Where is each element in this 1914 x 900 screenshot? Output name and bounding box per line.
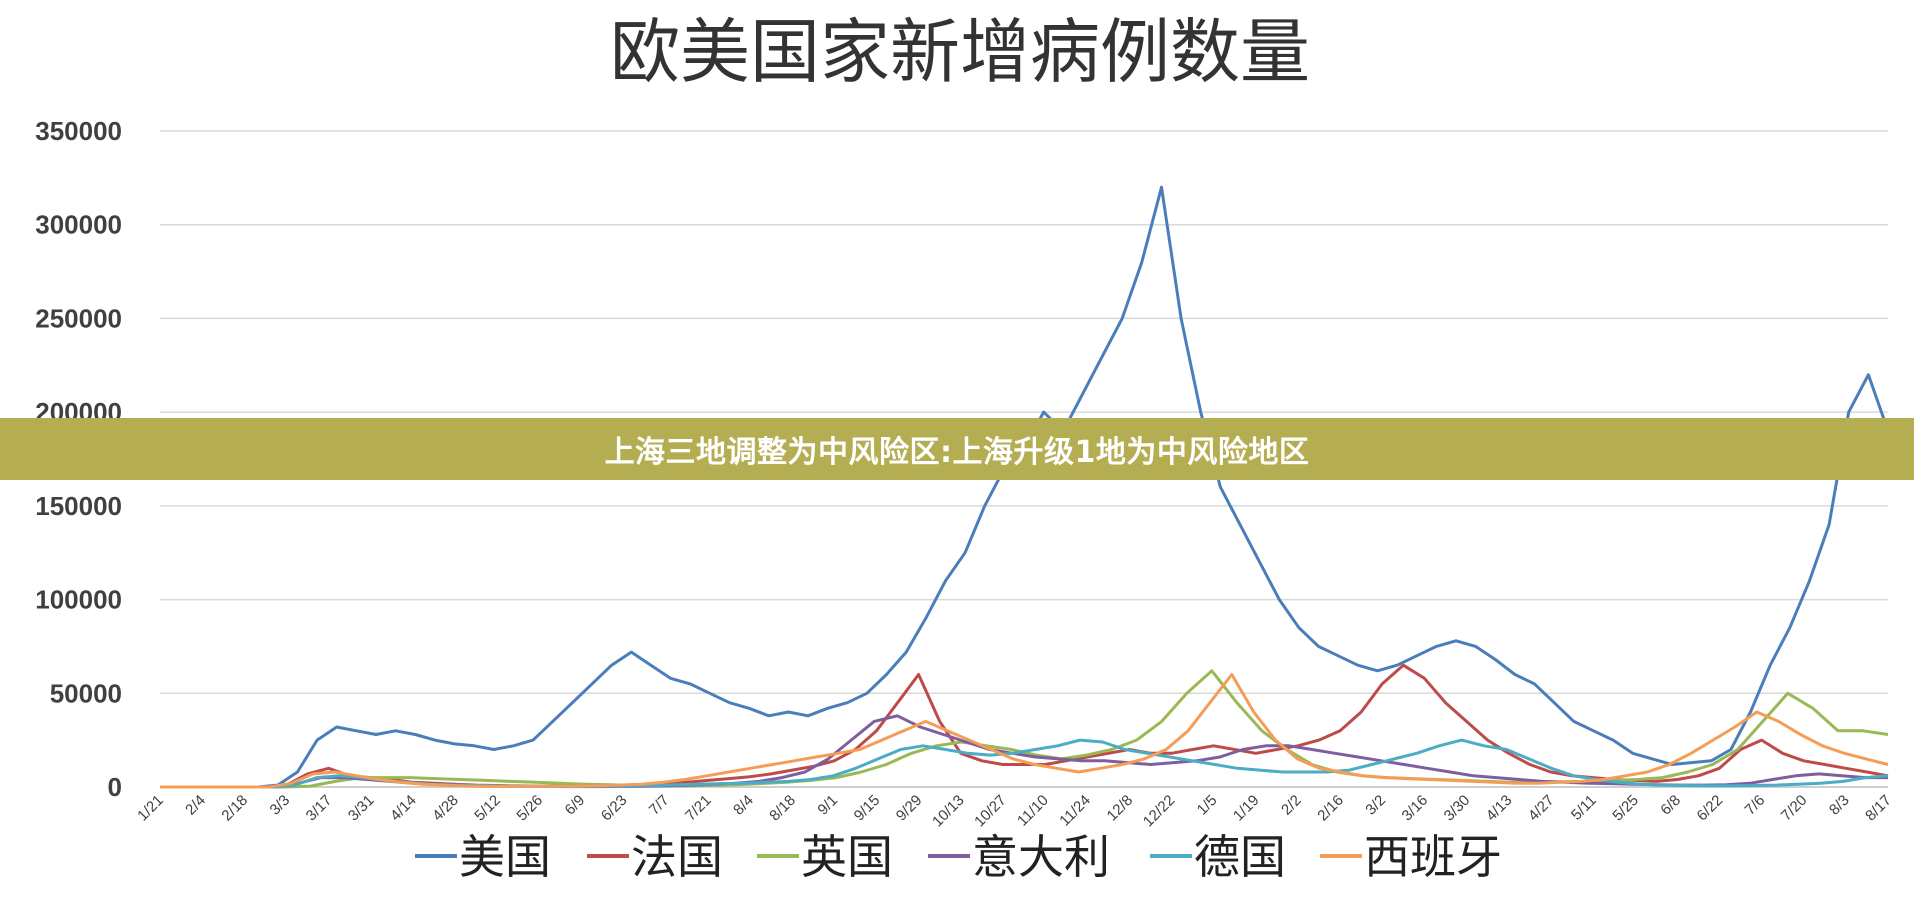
x-tick-label: 1/5 [1194, 792, 1221, 819]
x-tick-label: 1/19 [1230, 792, 1263, 825]
series-lines [160, 185, 1890, 789]
x-tick-label: 7/21 [682, 792, 715, 825]
x-tick-label: 5/12 [471, 792, 504, 825]
series-line-5 [160, 673, 1889, 789]
x-tick-label: 3/3 [266, 792, 293, 819]
y-tick-label: 150000 [35, 491, 122, 521]
x-tick-label: 8/4 [730, 792, 757, 819]
x-tick-label: 6/23 [598, 792, 631, 825]
x-tick-label: 5/11 [1568, 792, 1600, 824]
x-tick-label: 10/13 [929, 792, 968, 831]
x-tick-label: 9/15 [851, 792, 884, 825]
x-tick-label: 3/2 [1362, 792, 1389, 819]
x-tick-label: 7/7 [646, 792, 673, 819]
x-tick-label: 4/14 [387, 792, 420, 825]
x-tick-label: 4/13 [1483, 792, 1516, 825]
series-line-2 [160, 669, 1889, 789]
x-tick-label: 2/4 [182, 792, 209, 819]
y-tick-label: 50000 [50, 678, 122, 708]
x-tick-label: 11/10 [1014, 792, 1052, 830]
x-tick-label: 5/26 [513, 792, 546, 825]
x-axis-ticks: 1/21 2/4 2/18 3/3 3/17 3/31 4/14 4/28 5/12 5/26 6/… [134, 792, 1895, 831]
x-tick-label: 2/18 [218, 792, 251, 825]
x-tick-label: 9/1 [814, 792, 841, 819]
x-tick-label: 5/25 [1609, 792, 1642, 825]
x-tick-label: 2/16 [1314, 792, 1347, 825]
x-tick-label: 3/16 [1399, 792, 1432, 825]
x-tick-label: 4/28 [429, 792, 462, 825]
gridlines [160, 130, 1888, 788]
x-tick-label: 6/22 [1694, 792, 1727, 825]
headline-banner: 上海三地调整为中风险区:上海升级1地为中风险地区 [0, 418, 1914, 480]
legend-label: 西班牙 [1364, 830, 1502, 884]
x-tick-label: 7/6 [1742, 792, 1769, 819]
x-tick-label: 10/27 [971, 792, 1010, 831]
y-tick-label: 0 [108, 772, 122, 802]
legend-label: 英国 [801, 830, 893, 884]
x-tick-label: 6/9 [562, 792, 589, 819]
x-tick-label: 8/3 [1826, 792, 1853, 819]
y-tick-label: 300000 [35, 210, 122, 240]
x-tick-label: 4/27 [1525, 792, 1558, 825]
y-tick-label: 250000 [35, 303, 122, 333]
x-tick-label: 8/18 [766, 792, 799, 825]
x-tick-label: 12/22 [1140, 792, 1179, 831]
banner-text: 上海三地调整为中风险区:上海升级1地为中风险地区 [604, 435, 1310, 470]
y-tick-label: 350000 [35, 116, 122, 146]
legend-label: 意大利 [972, 830, 1110, 884]
x-tick-label: 3/31 [345, 792, 378, 825]
x-tick-label: 9/29 [893, 792, 926, 825]
x-tick-label: 3/30 [1441, 792, 1474, 825]
chart-title: 欧美国家新增病例数量 [610, 11, 1310, 93]
x-tick-label: 1/21 [134, 792, 167, 825]
x-tick-label: 11/24 [1056, 792, 1094, 830]
legend-label: 德国 [1194, 830, 1286, 884]
y-tick-label: 100000 [35, 585, 122, 615]
x-tick-label: 12/8 [1104, 792, 1137, 825]
legend-label: 美国 [459, 830, 551, 884]
legend: 美国 法国 英国 意大利 德国 西班牙 [415, 830, 1502, 884]
x-tick-label: 6/8 [1657, 792, 1684, 819]
series-line-1 [160, 663, 1889, 789]
x-tick-label: 2/2 [1278, 792, 1305, 819]
x-tick-label: 8/17 [1862, 792, 1895, 825]
x-tick-label: 3/17 [303, 792, 336, 825]
legend-label: 法国 [631, 830, 723, 884]
series-line-0 [160, 185, 1890, 789]
x-tick-label: 7/20 [1778, 792, 1811, 825]
